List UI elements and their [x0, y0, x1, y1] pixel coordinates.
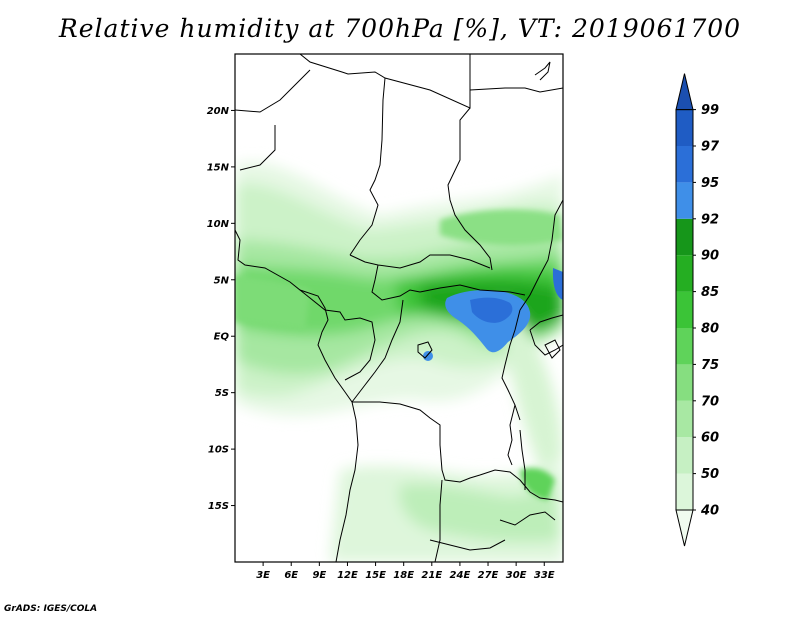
colorbar-label: 75 [701, 358, 719, 373]
colorbar-segment [676, 146, 693, 183]
rh-area-99-core [470, 297, 513, 323]
rh-area-southeast [520, 468, 555, 500]
latitude-axis: 20N 15N 10N 5N EQ 5S 10S 15S [207, 106, 235, 512]
colorbar-segment [675, 73, 694, 111]
colorbar-label: 85 [701, 285, 719, 300]
rh-area-southern-60 [399, 480, 560, 542]
border-ne-island [534, 61, 551, 81]
rh-area-north-patch [440, 209, 563, 246]
colorbar-segment [676, 328, 693, 365]
border-north-2 [235, 69, 311, 113]
lat-tick-label: 20N [207, 106, 230, 117]
rh-area-east-blue [552, 268, 563, 300]
colorbar-segment [676, 109, 693, 146]
lon-tick-label: 18E [393, 570, 414, 581]
lon-tick-label: 12E [337, 570, 358, 581]
border-central-3 [419, 284, 526, 296]
lat-tick-label: EQ [214, 332, 230, 343]
colorbar-label: 90 [701, 249, 719, 264]
border-north-4 [239, 125, 276, 171]
lat-tick-label: 10S [208, 445, 229, 456]
country-borders [235, 54, 563, 562]
border-south-6 [519, 429, 526, 490]
colorbar-label: 50 [701, 467, 719, 482]
border-south-5 [429, 539, 506, 551]
colorbar-segment [676, 473, 693, 510]
lon-tick-label: 3E [256, 570, 270, 581]
border-lake-tanganyika [507, 404, 516, 466]
colorbar: 40 50 60 70 75 80 85 90 92 95 97 99 [675, 73, 720, 547]
border-central-1 [349, 254, 491, 269]
lat-tick-label: 5S [215, 388, 229, 399]
colorbar-label: 40 [700, 504, 719, 519]
colorbar-segment [676, 182, 693, 219]
border-lakes-3 [529, 314, 563, 331]
lon-tick-label: 6E [284, 570, 298, 581]
colorbar-segment [675, 509, 694, 547]
border-east-1 [447, 107, 493, 271]
lon-tick-label: 21E [421, 570, 442, 581]
colorbar-segment [676, 437, 693, 474]
lon-tick-label: 27E [478, 570, 499, 581]
border-east-lakes [501, 309, 521, 421]
humidity-field [235, 54, 563, 562]
border-east-2 [469, 87, 563, 93]
border-central-4 [299, 289, 376, 381]
border-north-1 [299, 54, 471, 109]
border-lakes-2 [529, 329, 563, 356]
longitude-axis: 3E 6E 9E 12E 15E 18E 21E 24E 27E 30E 33E [256, 562, 555, 581]
colorbar-label: 95 [701, 176, 719, 191]
border-south-1 [352, 401, 481, 483]
border-central-2 [371, 264, 421, 301]
colorbar-segment [676, 255, 693, 292]
border-east-3 [519, 199, 563, 311]
rh-area-coastal [235, 275, 310, 330]
border-central-5 [351, 299, 404, 403]
colorbar-segment [676, 291, 693, 328]
colorbar-segment [676, 364, 693, 401]
lon-tick-label: 15E [365, 570, 386, 581]
lat-tick-label: 5N [214, 275, 230, 286]
border-south-4 [499, 511, 556, 526]
lat-tick-label: 15S [208, 501, 229, 512]
lon-tick-label: 24E [450, 570, 471, 581]
map-title: Relative humidity at 700hPa [%], VT: 201… [58, 14, 742, 43]
lake-outline-2 [544, 339, 561, 359]
colorbar-segment [676, 400, 693, 438]
colorbar-segment [676, 218, 693, 256]
colorbar-outline [675, 109, 694, 511]
lon-tick-label: 33E [534, 570, 555, 581]
lon-tick-label: 9E [312, 570, 326, 581]
rh-spot-blue [423, 351, 433, 361]
grads-credit: GrADS: IGES/COLA [4, 604, 98, 614]
colorbar-label: 80 [701, 322, 719, 337]
border-south-2 [434, 479, 443, 562]
colorbar-label: 60 [701, 431, 719, 446]
lat-tick-label: 10N [207, 219, 230, 230]
colorbar-label: 92 [701, 212, 719, 227]
lat-tick-label: 15N [207, 162, 230, 173]
map-frame [234, 53, 564, 563]
rh-area-east-strip [500, 300, 563, 470]
lon-tick-label: 30E [506, 570, 527, 581]
coastline [235, 229, 359, 562]
colorbar-label: 70 [701, 394, 719, 409]
colorbar-label: 97 [701, 140, 720, 155]
colorbar-label: 99 [701, 103, 719, 118]
border-north-3 [349, 77, 386, 256]
lake-outline-1 [417, 341, 433, 359]
